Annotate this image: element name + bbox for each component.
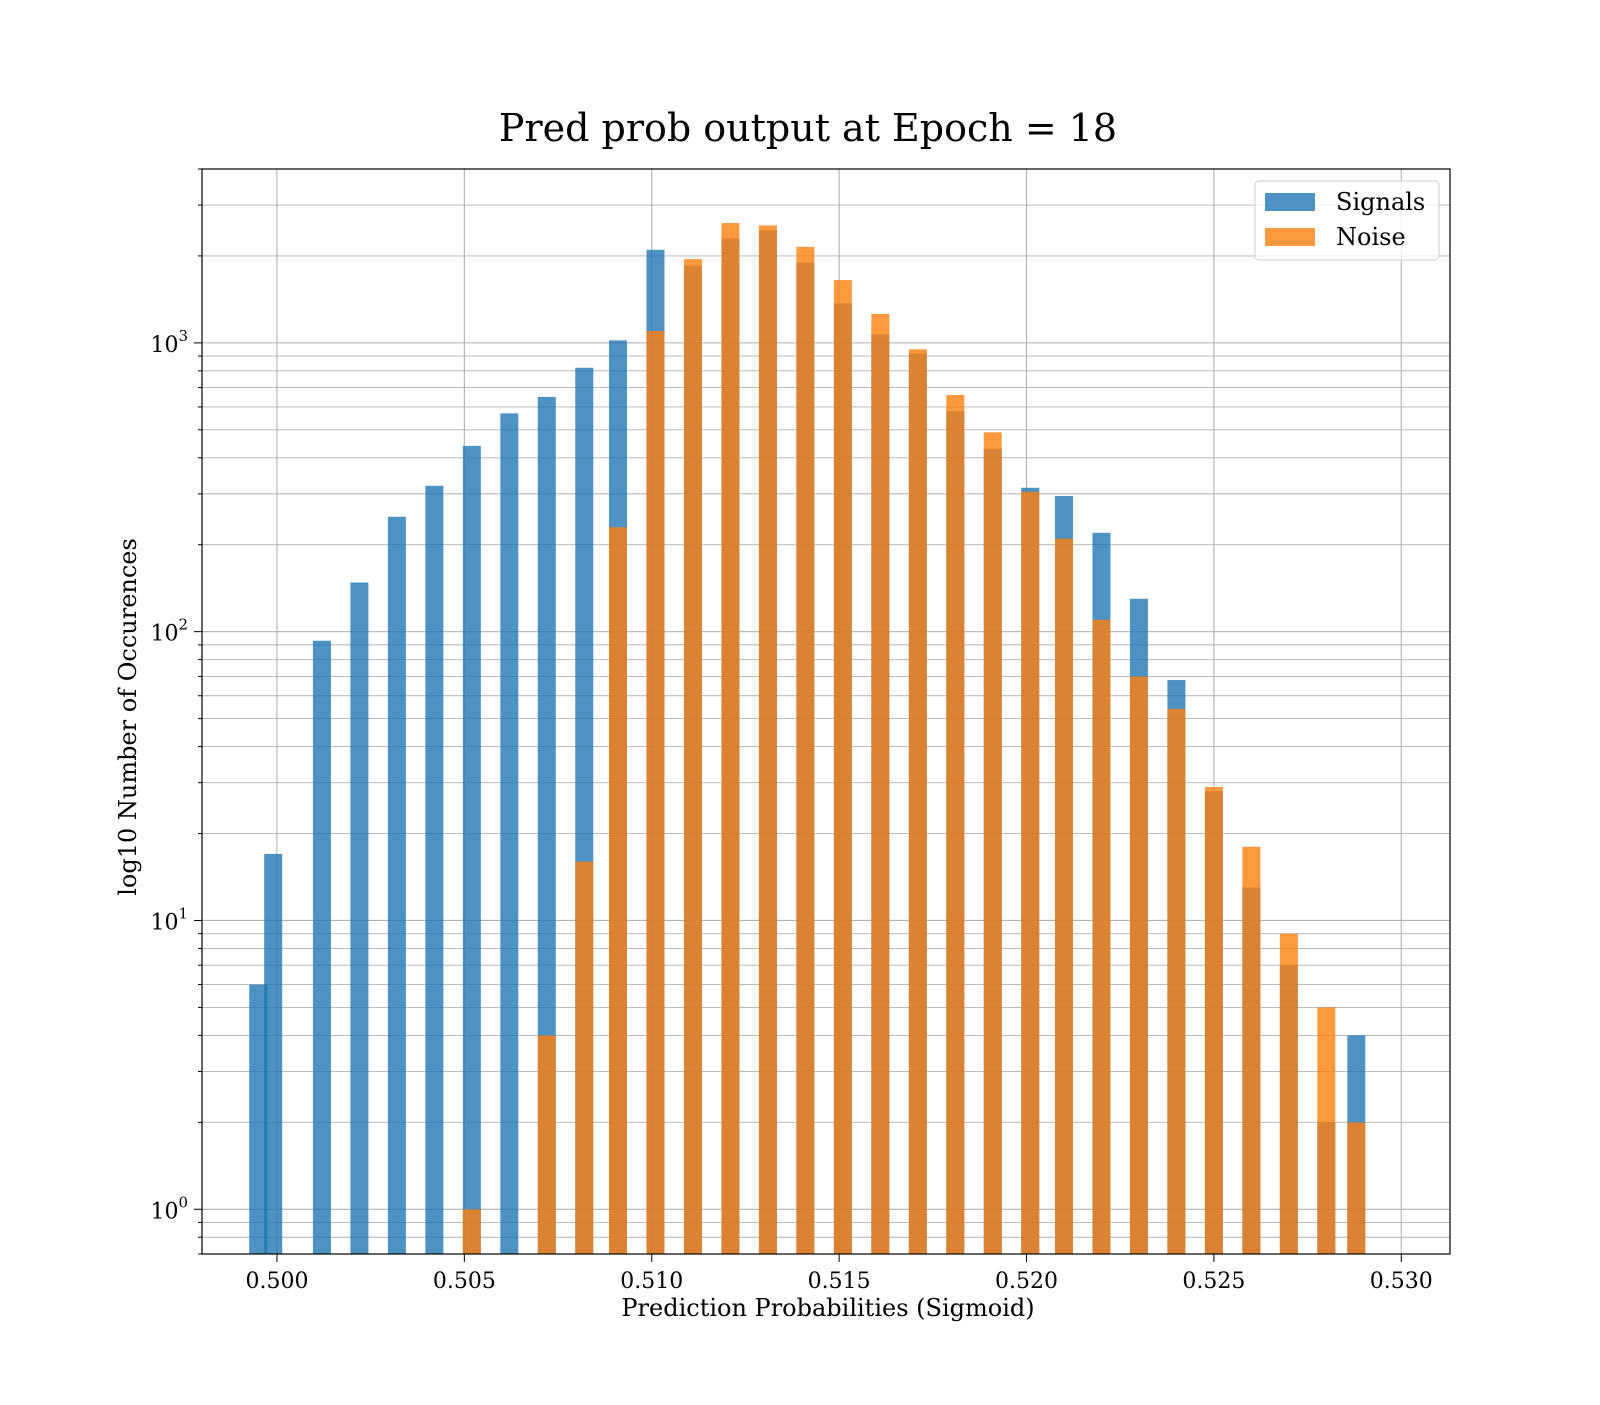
signals-bar (500, 413, 519, 1255)
signals-bar (312, 640, 331, 1254)
noise-bar (537, 1035, 556, 1254)
noise-bar (1242, 846, 1261, 1254)
legend-label-noise: Noise (1336, 223, 1406, 251)
noise-bar (1279, 933, 1298, 1254)
x-tick-label: 0.515 (808, 1269, 871, 1294)
noise-bar (462, 1209, 481, 1254)
noise-bar (575, 861, 594, 1254)
noise-bar (1054, 538, 1073, 1254)
series-noise (462, 223, 1366, 1255)
legend-label-signals: Signals (1336, 188, 1425, 216)
x-tick-label: 0.530 (1370, 1269, 1433, 1294)
axis-ticks: 0.500 0.505 0.510 0.515 0.520 0.525 0.53010010… (150, 168, 1433, 1294)
noise-bar (1021, 491, 1040, 1254)
x-axis-label: Prediction Probabilities (Sigmoid) (621, 1294, 1034, 1322)
noise-bar (1167, 708, 1186, 1254)
y-axis-label: log10 Number of Occurences (114, 538, 142, 896)
plot-area-frame (201, 168, 1451, 1255)
noise-bar (796, 246, 815, 1254)
signals-bar (462, 445, 481, 1254)
noise-bar (983, 432, 1002, 1254)
x-tick-label: 0.520 (995, 1269, 1058, 1294)
y-tick-base: 10 (150, 333, 178, 358)
chart-title: Pred prob output at Epoch = 18 (499, 106, 1117, 150)
noise-bar (721, 223, 740, 1255)
signals-bar (425, 485, 444, 1254)
noise-bar (871, 313, 890, 1255)
x-tick-label: 0.510 (620, 1269, 683, 1294)
noise-bar (609, 527, 627, 1254)
bars (249, 223, 1366, 1255)
y-tick-base: 10 (150, 910, 178, 935)
noise-bar (1092, 619, 1111, 1254)
noise-bar (1129, 676, 1148, 1254)
legend-swatch-noise (1265, 228, 1315, 246)
signals-bar (350, 582, 369, 1254)
signals-bar (264, 853, 283, 1254)
y-tick-base: 10 (150, 1199, 178, 1224)
noise-bar (946, 394, 965, 1255)
y-tick-label: 102 (150, 616, 188, 647)
y-tick-exponent: 0 (178, 1193, 188, 1211)
legend-swatch-signals (1265, 193, 1315, 211)
x-tick-label: 0.500 (245, 1269, 308, 1294)
y-tick-base: 10 (150, 622, 178, 647)
y-tick-label: 101 (150, 904, 188, 935)
noise-bar (758, 225, 777, 1254)
noise-bar (683, 259, 702, 1254)
y-tick-exponent: 3 (178, 327, 188, 345)
noise-bar (1204, 786, 1223, 1254)
y-tick-label: 100 (150, 1193, 188, 1224)
noise-bar (646, 330, 665, 1254)
signals-bar (387, 516, 406, 1254)
x-tick-label: 0.525 (1182, 1269, 1245, 1294)
noise-bar (1347, 1122, 1366, 1254)
x-tick-label: 0.505 (433, 1269, 496, 1294)
signals-bar (249, 984, 268, 1254)
legend: Signals Noise (1254, 180, 1440, 261)
noise-bar (1317, 1007, 1336, 1254)
y-tick-exponent: 1 (178, 904, 188, 922)
noise-bar (833, 280, 852, 1255)
y-tick-exponent: 2 (178, 616, 188, 634)
y-tick-label: 103 (150, 327, 188, 358)
noise-bar (908, 349, 927, 1254)
